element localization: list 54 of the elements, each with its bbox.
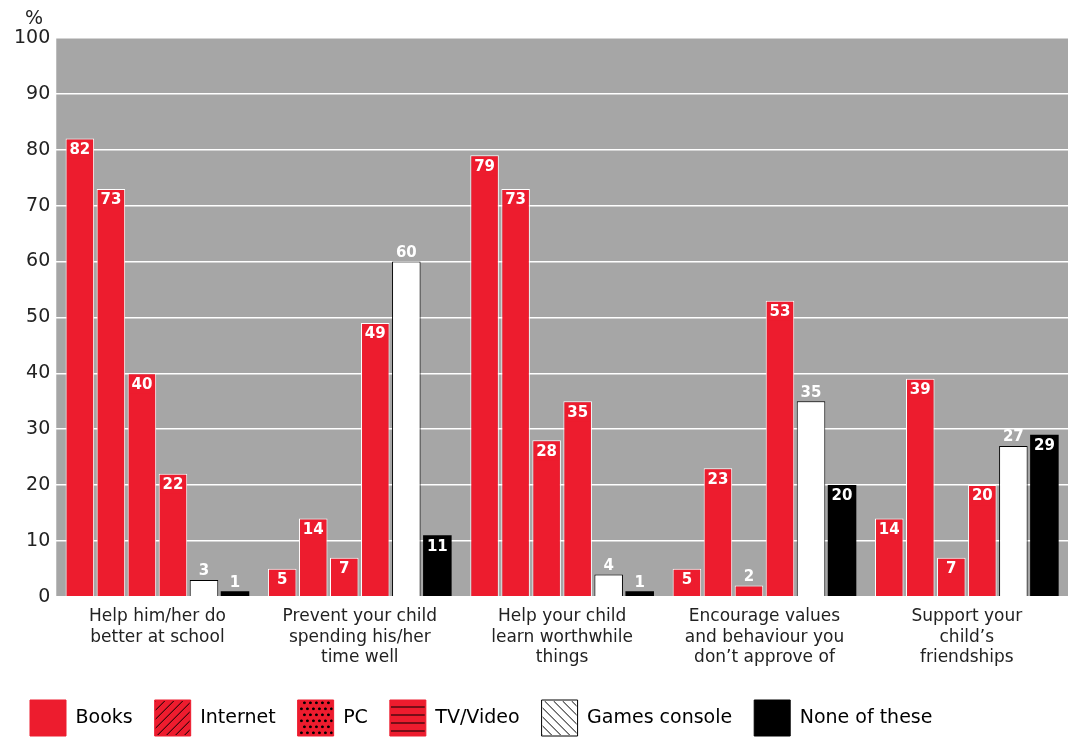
y-tick-label: 60 bbox=[26, 248, 51, 271]
data-label: 40 bbox=[131, 374, 153, 393]
x-tick-label: Support your child’s friendships bbox=[911, 605, 1023, 667]
data-label: 82 bbox=[69, 139, 91, 158]
data-label: 73 bbox=[505, 190, 527, 209]
bar bbox=[220, 591, 250, 597]
y-tick-label: 20 bbox=[26, 471, 51, 494]
y-tick-label: 10 bbox=[26, 527, 51, 550]
legend-label: Internet bbox=[200, 704, 276, 727]
y-tick-label: 70 bbox=[26, 192, 51, 215]
y-tick-label: 90 bbox=[26, 80, 51, 103]
data-label: 14 bbox=[878, 519, 900, 538]
data-label: 1 bbox=[634, 572, 645, 591]
legend-label: PC bbox=[343, 704, 368, 727]
data-label: 49 bbox=[364, 324, 386, 343]
data-label: 73 bbox=[100, 190, 122, 209]
data-label: 35 bbox=[800, 382, 822, 401]
data-label: 5 bbox=[681, 570, 693, 589]
bar bbox=[1030, 434, 1059, 597]
y-tick-label: 30 bbox=[26, 416, 51, 439]
data-label: 3 bbox=[198, 561, 210, 580]
data-label: 27 bbox=[1002, 427, 1024, 446]
data-label: 4 bbox=[603, 555, 614, 574]
data-label: 20 bbox=[971, 486, 993, 505]
x-tick-label: Help your child learn worthwhile things bbox=[491, 605, 634, 667]
data-label: 5 bbox=[277, 570, 288, 589]
data-label: 2 bbox=[743, 567, 755, 586]
data-label: 35 bbox=[567, 402, 589, 421]
legend-label: TV/Video bbox=[434, 704, 520, 727]
bar bbox=[625, 591, 654, 597]
data-label: 28 bbox=[536, 441, 558, 460]
y-tick-label: 40 bbox=[26, 360, 51, 383]
data-label: 20 bbox=[831, 486, 853, 505]
data-label: 14 bbox=[302, 519, 324, 538]
data-label: 7 bbox=[946, 559, 957, 578]
data-label: 53 bbox=[769, 302, 791, 321]
data-label: 1 bbox=[229, 572, 241, 591]
y-tick-label: 50 bbox=[26, 304, 51, 327]
data-label: 7 bbox=[339, 559, 350, 578]
data-label: 23 bbox=[707, 469, 729, 488]
legend-label: Books bbox=[75, 704, 133, 727]
data-label: 79 bbox=[474, 156, 495, 175]
y-tick-label: 0 bbox=[38, 583, 51, 606]
x-tick-label: Prevent your child spending his/her time well bbox=[282, 605, 437, 667]
data-label: 11 bbox=[426, 536, 448, 555]
x-tick-label: Help him/her do better at school bbox=[89, 605, 226, 646]
data-label: 39 bbox=[909, 380, 931, 399]
data-label: 60 bbox=[395, 242, 417, 261]
data-label: 22 bbox=[162, 475, 184, 494]
y-tick-label: 80 bbox=[26, 136, 51, 159]
legend-label: Games console bbox=[587, 704, 733, 727]
data-label: 29 bbox=[1033, 436, 1055, 455]
legend-label: None of these bbox=[799, 704, 933, 727]
x-tick-label: Encourage values and behaviour you don’t approve of bbox=[684, 605, 845, 667]
